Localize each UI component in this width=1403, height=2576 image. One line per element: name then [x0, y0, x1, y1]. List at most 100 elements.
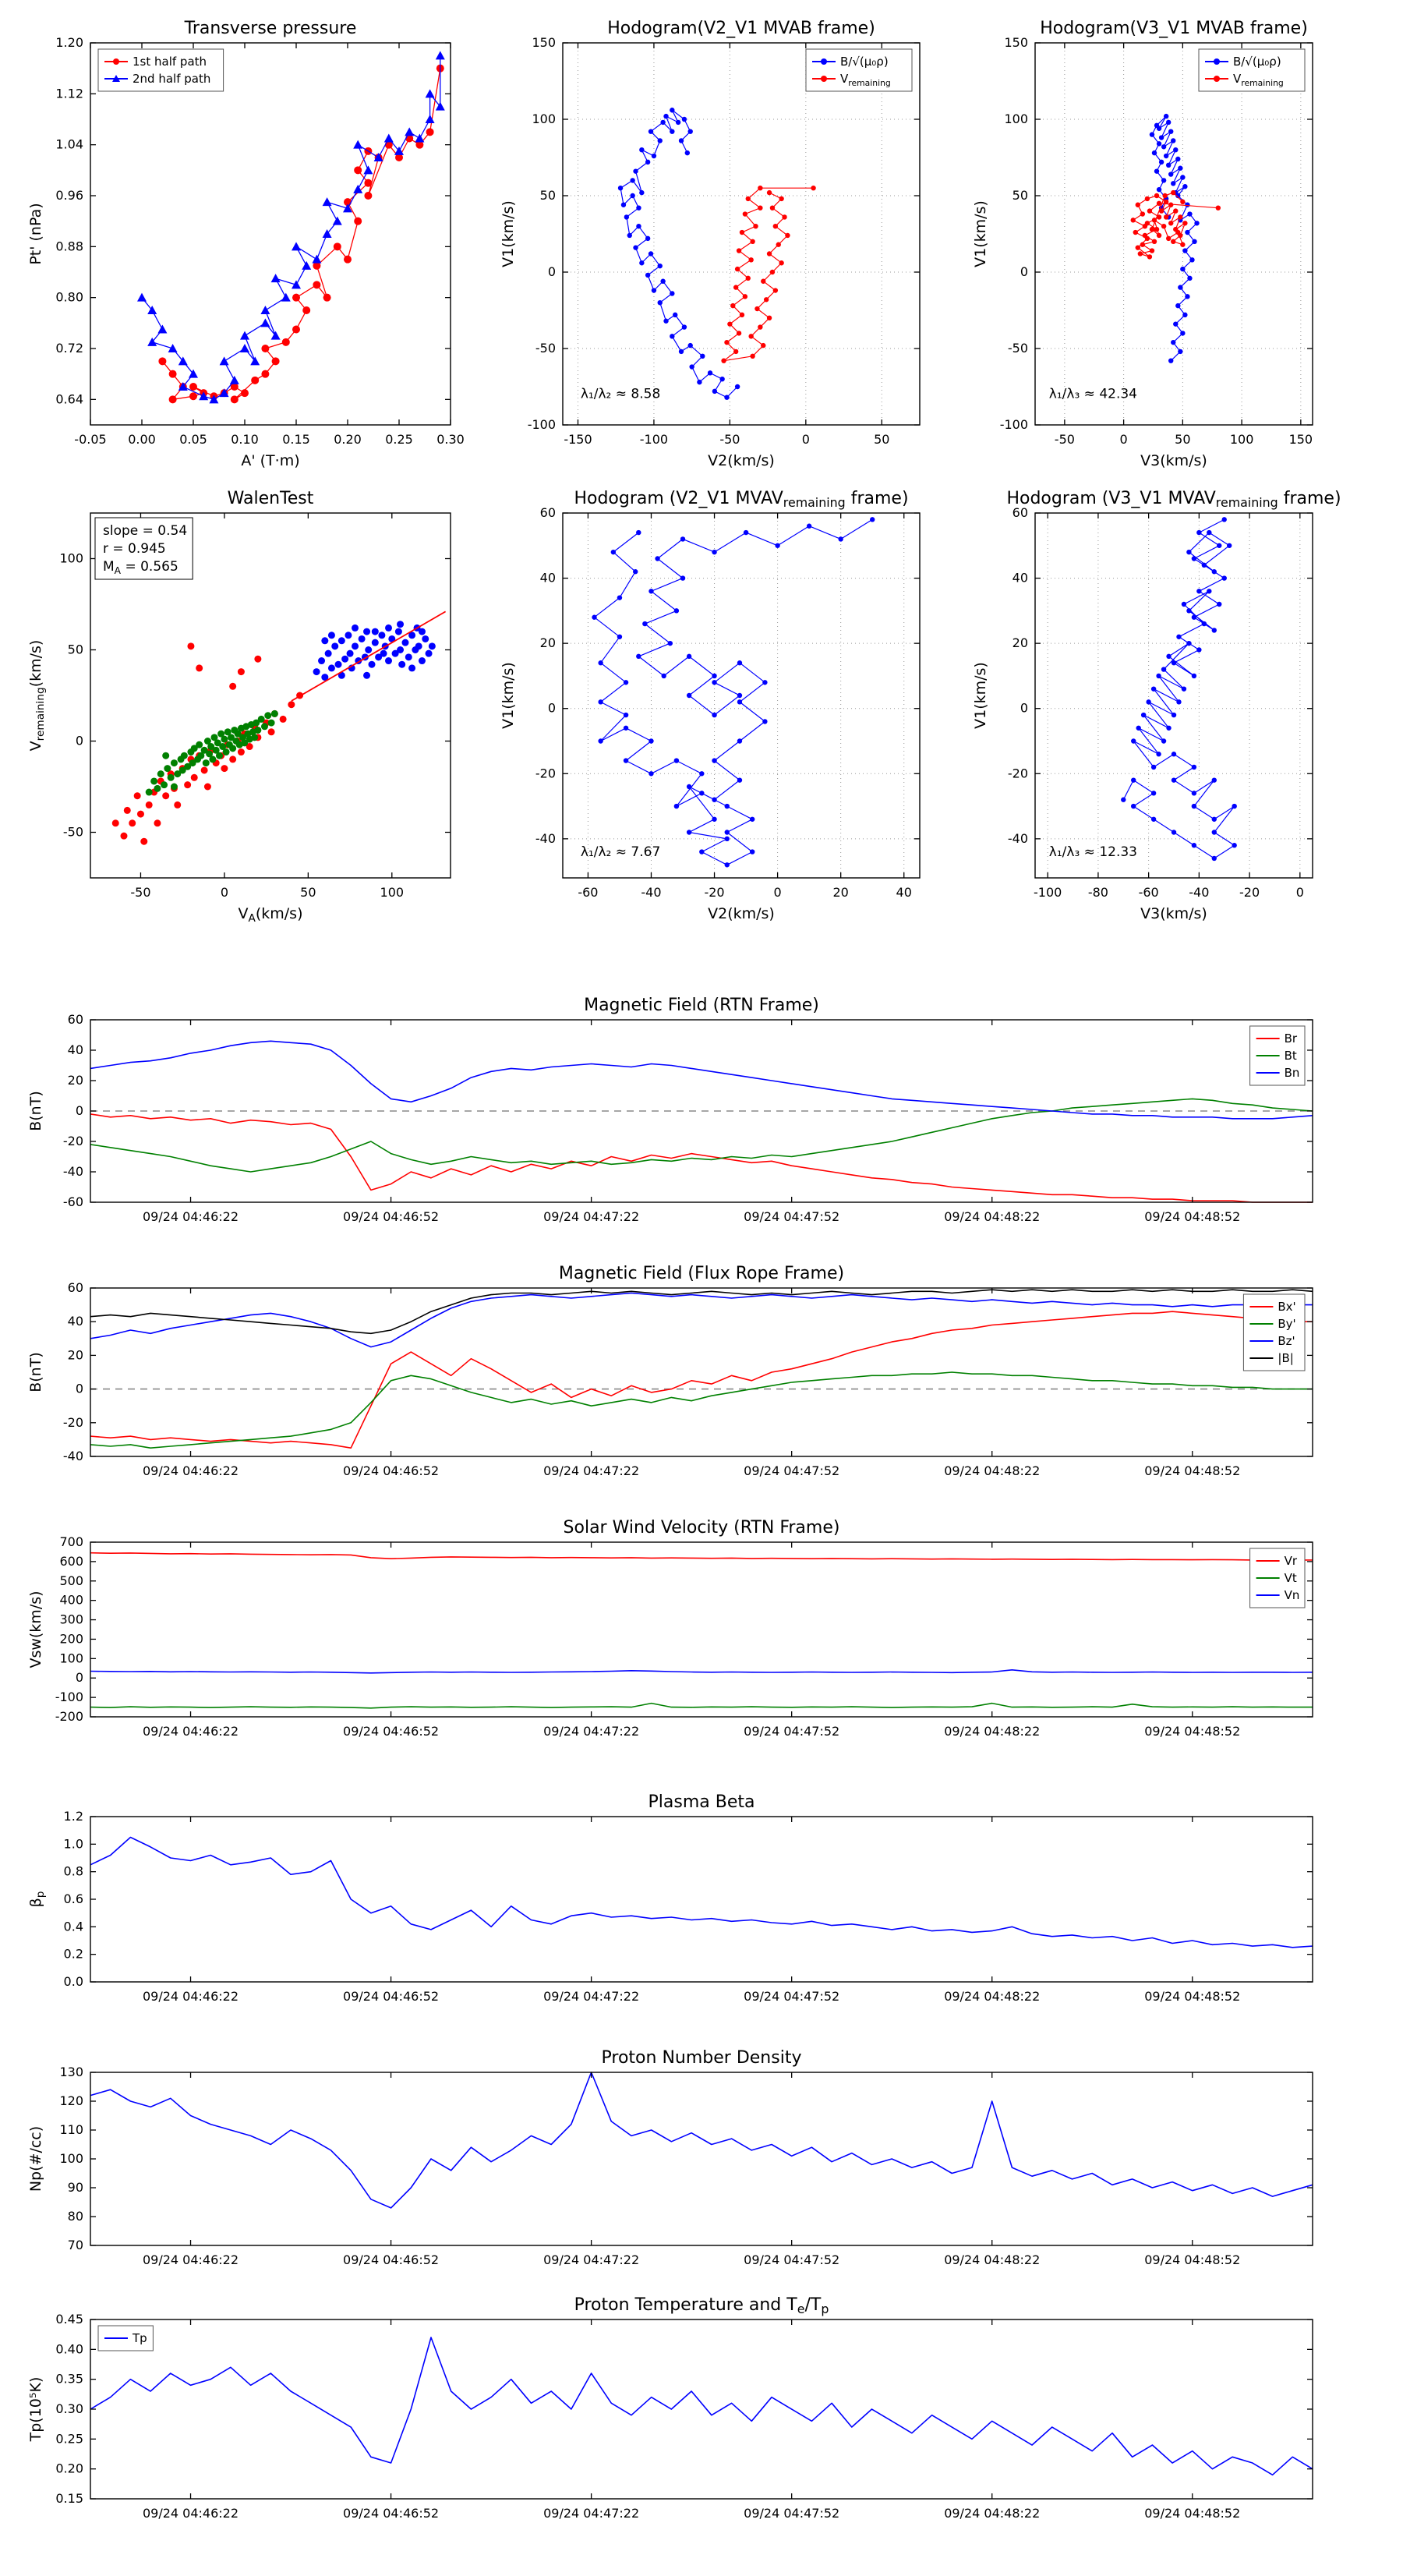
legend-label: B/√(μ₀ρ) [840, 55, 889, 69]
x-tick-label: 09/24 04:46:22 [143, 1724, 239, 1739]
legend-label: |B| [1278, 1351, 1293, 1365]
series-v-remaining [721, 186, 816, 363]
y-tick-label: 0.4 [64, 1919, 83, 1934]
panel-tp: 09/24 04:46:22 09/24 04:46:52 09/24 04:47:… [27, 2295, 1313, 2521]
x-tick-label: 0.25 [385, 432, 413, 447]
y-tick-label: 50 [540, 188, 556, 203]
legend: 1st half path 2nd half path [97, 48, 224, 92]
y-tick-label: 200 [59, 1631, 83, 1646]
y-tick-label: 110 [59, 2122, 83, 2137]
legend: Vr Vt Vn [1249, 1548, 1306, 1608]
x-tick-label: -40 [641, 885, 661, 900]
y-tick-label: 90 [68, 2180, 83, 2195]
x-tick-label: 150 [1289, 432, 1313, 447]
panel-title: Solar Wind Velocity (RTN Frame) [564, 1518, 840, 1537]
y-tick-label: 0.2 [64, 1947, 83, 1962]
y-tick-label: -50 [535, 341, 556, 356]
y-axis-label: V1(km/s) [972, 200, 989, 267]
y-tick-label: -60 [63, 1194, 83, 1209]
y-tick-label: 100 [1004, 111, 1028, 126]
x-tick-label: -50 [719, 432, 740, 447]
x-tick-label: -50 [1055, 432, 1075, 447]
x-tick-label: 100 [1230, 432, 1254, 447]
y-tick-label: 300 [59, 1612, 83, 1627]
x-tick-label: 09/24 04:46:52 [343, 1724, 439, 1739]
panel-hodogram-v3v1-mvab: -50 0 50 100 150 -100 -50 0 50 100 150 Hodogram(V3_… [972, 19, 1313, 469]
y-tick-label: 0.0 [64, 1974, 83, 1989]
x-tick-label: 0 [802, 432, 810, 447]
panel-vsw: 09/24 04:46:22 09/24 04:46:52 09/24 04:47:… [27, 1518, 1313, 1739]
x-tick-label: 50 [1175, 432, 1190, 447]
y-tick-label: 20 [1012, 635, 1028, 650]
x-tick-label: 40 [896, 885, 912, 900]
y-tick-label: 60 [540, 505, 556, 520]
y-axis-label: B(nT) [27, 1352, 44, 1392]
legend-label: Br [1285, 1031, 1298, 1046]
x-tick-label: -100 [640, 432, 668, 447]
x-tick-label: 0.15 [282, 432, 310, 447]
x-tick-label: 09/24 04:46:22 [143, 2252, 239, 2267]
y-tick-label: 0.64 [55, 391, 83, 406]
panel-beta: 09/24 04:46:22 09/24 04:46:52 09/24 04:47:… [27, 1792, 1313, 2004]
y-tick-label: -20 [63, 1415, 83, 1430]
series-middle-segment [145, 709, 278, 796]
panel-walen-test: -50 0 50 100 -50 0 50 100 WalenTest VA(km/s) Vrema… [27, 489, 451, 925]
y-tick-label: 70 [68, 2238, 83, 2252]
y-tick-label: 0 [548, 264, 556, 279]
series-v-remaining-hodogram [1121, 517, 1237, 862]
panel-hodogram-v2v1-mvav: -60 -40 -20 0 20 40 -40 -20 0 20 40 60 Hodogram (V2_… [500, 489, 921, 922]
y-tick-label: 1.20 [55, 35, 83, 50]
y-tick-label: 0.80 [55, 290, 83, 305]
legend-label: Vn [1285, 1588, 1300, 1602]
x-tick-label: 09/24 04:47:52 [744, 1209, 839, 1224]
y-tick-label: 400 [59, 1593, 83, 1608]
y-tick-label: 700 [59, 1534, 83, 1549]
y-tick-label: 80 [68, 2209, 83, 2224]
panel-np: 09/24 04:46:22 09/24 04:46:52 09/24 04:47:… [27, 2048, 1313, 2267]
series-b-over-sqrt-mu0-rho [617, 108, 740, 400]
x-tick-label: 09/24 04:48:52 [1144, 1724, 1240, 1739]
series-tp [90, 2337, 1313, 2476]
stats-line: slope = 0.54 [103, 523, 187, 539]
y-axis-label: Vsw(km/s) [27, 1591, 44, 1668]
x-tick-label: 09/24 04:48:22 [944, 2252, 1040, 2267]
y-tick-label: -100 [528, 417, 556, 432]
series-bt [90, 1098, 1313, 1173]
legend-label: Vremaining [1233, 72, 1284, 88]
x-tick-label: -60 [578, 885, 598, 900]
y-axis-label: Np(#/cc) [27, 2126, 44, 2192]
x-tick-label: -0.05 [74, 432, 106, 447]
y-tick-label: 0.35 [55, 2372, 83, 2387]
x-tick-label: -60 [1139, 885, 1159, 900]
legend: Tp [97, 2325, 154, 2351]
panel-title: Hodogram(V3_V1 MVAB frame) [1040, 19, 1308, 38]
y-tick-label: 60 [1012, 505, 1028, 520]
x-tick-label: 09/24 04:48:22 [944, 1989, 1040, 2004]
panel-title: Hodogram (V3_V1 MVAVremaining frame) [1006, 489, 1341, 510]
legend: B/√(μ₀ρ) Vremaining [1198, 48, 1306, 92]
x-tick-label: 0 [221, 885, 228, 900]
y-axis-label: V1(km/s) [500, 662, 517, 729]
y-tick-label: 600 [59, 1554, 83, 1569]
y-tick-label: 50 [68, 642, 83, 657]
x-tick-label: 100 [380, 885, 405, 900]
y-tick-label: 150 [1004, 35, 1028, 50]
panel-title: Plasma Beta [648, 1792, 755, 1812]
x-tick-label: 09/24 04:48:22 [944, 1463, 1040, 1478]
annotation: λ₁/λ₂ ≈ 8.58 [581, 387, 660, 402]
y-tick-label: -50 [1008, 341, 1028, 356]
y-tick-label: -20 [535, 766, 556, 780]
y-tick-label: -40 [63, 1164, 83, 1179]
y-tick-label: 60 [68, 1012, 83, 1027]
y-tick-label: 120 [59, 2093, 83, 2108]
x-axis-label: V3(km/s) [1140, 905, 1207, 922]
x-tick-label: -100 [1034, 885, 1062, 900]
panel-title: WalenTest [228, 489, 314, 508]
y-tick-label: 0.40 [55, 2341, 83, 2356]
x-tick-label: 0 [774, 885, 782, 900]
panel-hodogram-v2v1-mvab: -150 -100 -50 0 50 -100 -50 0 50 100 150 Hodogram(V… [500, 19, 921, 469]
panel-title: Hodogram (V2_V1 MVAVremaining frame) [574, 489, 908, 510]
x-tick-label: 09/24 04:48:52 [1144, 1989, 1240, 2004]
